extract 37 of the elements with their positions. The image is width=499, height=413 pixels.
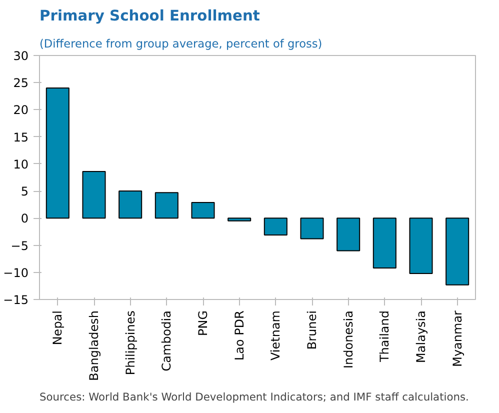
x-tick-label: Brunei [305,310,319,350]
bar [409,218,433,274]
x-tick-label: Myanmar [450,310,464,367]
y-tick-label: 10 [13,157,29,172]
bar [82,171,106,219]
x-tick-label: Cambodia [160,310,174,372]
chart-title: Primary School Enrollment [40,8,260,24]
bar [46,88,70,219]
bar [154,192,178,219]
y-tick-label: −10 [3,266,29,280]
bar [336,218,360,252]
y-tick-label: −5 [10,238,29,253]
x-tick-label: Nepal [50,310,65,346]
bar [264,218,288,236]
bar [372,218,396,269]
y-tick-label: 5 [20,184,29,199]
x-tick-label: Lao PDR [232,310,246,361]
x-tick-label: Malaysia [414,310,428,363]
x-tick-label: Thailand [378,310,392,364]
x-tick-label: Bangladesh [87,310,101,381]
y-tick-label: 15 [13,130,29,144]
bar [228,218,252,222]
y-tick-label: −15 [3,293,29,307]
x-tick-label: Philippines [123,310,138,376]
y-tick-label: 20 [13,103,29,118]
x-tick-label: PNG [196,310,210,336]
bar [300,218,324,240]
x-tick-label: Vietnam [268,310,283,361]
bar [446,218,470,286]
chart-subtitle: (Difference from group average, percent of gross) [40,36,322,50]
source-note: Sources: World Bank's World Development Indicators; and IMF staff calculations. [40,390,469,404]
bar [191,202,215,219]
x-tick-label: Indonesia [341,310,356,369]
y-tick-label: 0 [20,212,29,226]
bar [118,190,142,219]
y-tick-label: 25 [13,76,29,90]
y-tick-label: 30 [13,49,29,63]
